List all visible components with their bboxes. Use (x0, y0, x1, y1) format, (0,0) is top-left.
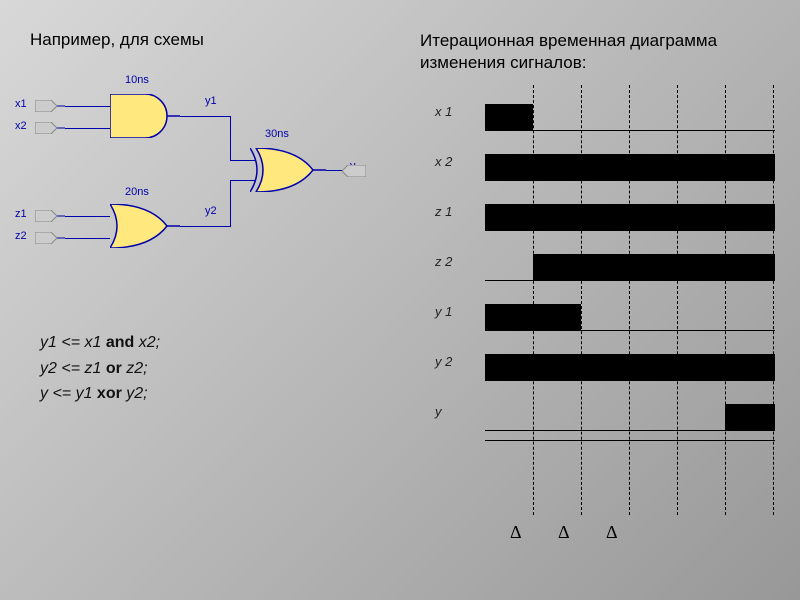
timing-label: y (435, 404, 442, 419)
timing-axis (485, 440, 775, 441)
timing-baseline (485, 380, 775, 381)
timing-row: y 1 (420, 290, 780, 330)
timing-label: y 2 (435, 354, 452, 369)
equation-line: y1 <= x1 and x2; (40, 330, 220, 356)
timing-bar (485, 354, 775, 380)
gate-or (110, 204, 180, 253)
delta-symbol: Δ (510, 522, 522, 543)
input-pin-z2 (35, 232, 63, 244)
input-pin-x2 (35, 122, 63, 134)
timing-bar (485, 304, 581, 330)
wire (65, 238, 110, 239)
delta-symbol: Δ (606, 522, 618, 543)
timing-baseline (485, 330, 775, 331)
input-label-x1: x1 (15, 98, 27, 110)
delay-label-xor: 30ns (265, 128, 289, 140)
circuit-diagram: x1x2z1z210nsy120nsy230nsy (10, 60, 380, 280)
wire (230, 160, 256, 161)
timing-label: z 1 (435, 204, 452, 219)
timing-label: x 1 (435, 104, 452, 119)
equation-line: y <= y1 xor y2; (40, 381, 220, 407)
timing-row: x 2 (420, 140, 780, 180)
timing-label: z 2 (435, 254, 452, 269)
wire (180, 226, 230, 227)
wire (230, 180, 256, 181)
wire (65, 216, 110, 217)
timing-bar (533, 254, 775, 280)
equations-block: y1 <= x1 and x2; y2 <= z1 or z2; y <= y1… (40, 330, 220, 407)
delay-label-and: 10ns (125, 74, 149, 86)
output-pin-y (342, 164, 366, 182)
wire (326, 170, 342, 171)
timing-row: y (420, 390, 780, 430)
timing-baseline (485, 180, 775, 181)
input-pin-x1 (35, 100, 63, 112)
timing-bar (485, 154, 775, 180)
timing-diagram: x 1x 2z 1z 2y 1y 2yΔΔΔ (420, 90, 780, 530)
output-label-y2: y2 (205, 205, 217, 217)
timing-row: y 2 (420, 340, 780, 380)
timing-baseline (485, 130, 775, 131)
timing-bar (485, 204, 775, 230)
timing-row: z 1 (420, 190, 780, 230)
delay-label-or: 20ns (125, 186, 149, 198)
input-pin-z1 (35, 210, 63, 222)
timing-baseline (485, 230, 775, 231)
timing-baseline (485, 430, 775, 431)
wire (65, 128, 110, 129)
timing-row: x 1 (420, 90, 780, 130)
delta-symbol: Δ (558, 522, 570, 543)
wire (65, 106, 110, 107)
wire (180, 116, 230, 117)
equation-line: y2 <= z1 or z2; (40, 356, 220, 382)
gate-and (110, 94, 180, 143)
input-label-z1: z1 (15, 208, 27, 220)
left-title: Например, для схемы (30, 30, 204, 50)
gate-xor (250, 148, 326, 197)
output-label-y1: y1 (205, 95, 217, 107)
input-label-z2: z2 (15, 230, 27, 242)
right-title: Итерационная временная диаграмма изменен… (420, 30, 770, 74)
timing-row: z 2 (420, 240, 780, 280)
timing-bar (485, 104, 533, 130)
wire (230, 180, 231, 227)
timing-baseline (485, 280, 775, 281)
timing-label: y 1 (435, 304, 452, 319)
wire (230, 116, 231, 160)
timing-bar (725, 404, 775, 430)
timing-label: x 2 (435, 154, 452, 169)
input-label-x2: x2 (15, 120, 27, 132)
